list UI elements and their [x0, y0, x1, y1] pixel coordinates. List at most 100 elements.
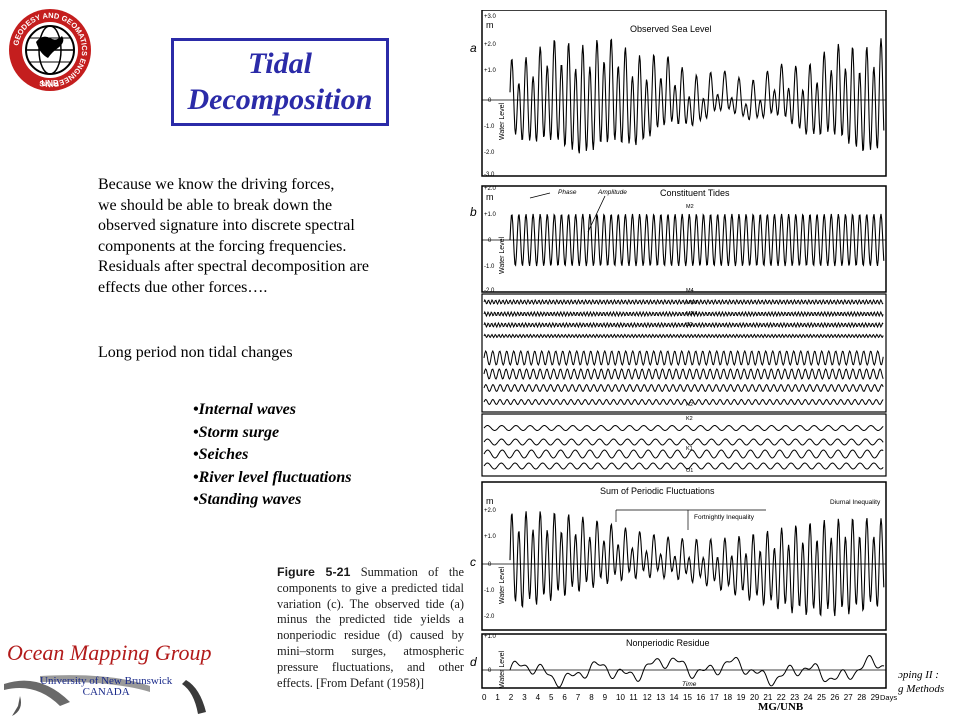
tick: +3.0 — [484, 14, 497, 20]
paragraph-line: observed signature into discrete spectra… — [98, 217, 355, 234]
panel-c: Sum of Periodic Fluctuations Fortnightly… — [470, 481, 887, 631]
tick: -3.0 — [484, 172, 495, 178]
day-tick-label: 6 — [562, 693, 567, 702]
constituent-label: MS4 — [686, 300, 697, 306]
constituent-wave — [483, 310, 884, 318]
constituent-label: O1 — [686, 468, 693, 474]
subheading: Long period non tidal changes — [98, 344, 293, 361]
day-tick-label: 29 — [871, 693, 880, 702]
constituent-wave — [483, 383, 884, 393]
day-tick-label: 17 — [710, 693, 719, 702]
caption-figure-label: Figure 5-21 — [277, 565, 351, 579]
constituent-wave — [483, 438, 884, 446]
observed-sea-level-line — [509, 38, 885, 154]
constituent-label: M2 — [686, 204, 694, 210]
tick: 0 — [488, 238, 492, 244]
bullet-item: •Seiches — [193, 446, 249, 463]
footer-line-1: ɔping II : — [898, 669, 939, 681]
constituent-wave — [483, 298, 884, 306]
panel-c-letter: c — [470, 555, 476, 569]
day-tick-label: 23 — [790, 693, 799, 702]
tick: +1.0 — [484, 534, 497, 540]
day-tick-label: 9 — [603, 693, 608, 702]
constituent-strips: M4 MS4 MN4 S2 N2 K2 K1 O1 M2 — [481, 204, 887, 477]
tick: +2.0 — [484, 42, 497, 48]
constituent-label: K1 — [686, 446, 693, 452]
day-tick-label: 1 — [495, 693, 500, 702]
panel-a-ylabel: Water Level — [499, 102, 506, 140]
constituent-label: M4 — [686, 288, 694, 294]
panel-b-letter: b — [470, 205, 477, 219]
amplitude-label: Amplitude — [597, 189, 627, 196]
tick: -2.0 — [484, 150, 495, 156]
bullet-item: •Standing waves — [193, 491, 302, 508]
day-tick-label: 7 — [576, 693, 581, 702]
day-tick-label: 0 — [482, 693, 487, 702]
explanation-paragraph: Because we know the driving forces, we s… — [98, 175, 438, 298]
panel-d: Nonperiodic Residue d +1.0 0 Time Water … — [470, 633, 897, 702]
day-tick-label: 25 — [817, 693, 826, 702]
panel-b-title: Constituent Tides — [660, 188, 730, 198]
diurnal-label: Diurnal Inequality — [830, 499, 881, 506]
bullet-item: •Internal waves — [193, 401, 296, 418]
tick: +2.0 — [484, 186, 497, 192]
omg-title: Ocean Mapping Group — [7, 640, 212, 665]
constituent-label: N2 — [686, 402, 693, 408]
day-tick-label: 11 — [629, 693, 638, 702]
day-tick-label: 2 — [509, 693, 514, 702]
tick: -1.0 — [484, 124, 495, 130]
tick: +1.0 — [484, 634, 497, 640]
panel-b-ylabel: Water Level — [499, 236, 506, 274]
day-tick-label: 24 — [804, 693, 813, 702]
omg-institution: University of New Brunswick CANADA — [40, 676, 172, 698]
logo-unb-text: UNB — [41, 79, 59, 88]
day-tick-label: 16 — [696, 693, 705, 702]
day-tick-label: 10 — [616, 693, 625, 702]
panel-a-unit: m — [486, 20, 494, 30]
panel-c-unit: m — [486, 496, 494, 506]
time-label: Time — [682, 681, 697, 688]
constituent-wave — [483, 424, 884, 432]
tide-figure: Observed Sea Level a m +3.0 +2.0 +1.0 0 … — [470, 10, 897, 702]
constituent-wave — [483, 462, 884, 470]
fortnightly-label: Fortnightly Inequality — [694, 514, 755, 521]
day-tick-label: 13 — [656, 693, 665, 702]
slide-title: Tidal Decomposition — [171, 38, 389, 126]
tick: -2.0 — [484, 614, 495, 620]
bullet-list: •Internal waves •Storm surge •Seiches •R… — [193, 399, 351, 512]
title-line-2: Decomposition — [187, 83, 373, 116]
tick: 0 — [488, 98, 492, 104]
day-tick-label: 5 — [549, 693, 554, 702]
omg-country: CANADA — [82, 686, 130, 698]
paragraph-line: Because we know the driving forces, — [98, 176, 335, 193]
panel-d-ylabel: Water Level — [499, 650, 506, 688]
tick: -1.0 — [484, 264, 495, 270]
tick: 0 — [488, 668, 492, 674]
panel-a: Observed Sea Level a m +3.0 +2.0 +1.0 0 … — [470, 10, 887, 178]
bullet-item: •River level fluctuations — [193, 468, 352, 486]
day-tick-label: 14 — [670, 693, 679, 702]
constituent-wave — [483, 398, 884, 406]
constituent-wave — [483, 321, 884, 329]
panel-d-title: Nonperiodic Residue — [626, 638, 710, 648]
panel-b: Constituent Tides Phase Amplitude b m +2… — [470, 185, 887, 294]
panel-a-title: Observed Sea Level — [630, 24, 712, 34]
footer-line-2: g Methods — [898, 683, 945, 695]
day-tick-label: 20 — [750, 693, 759, 702]
constituent-label: MN4 — [686, 311, 698, 317]
footer-course: ɔping II : g Methods — [898, 668, 944, 696]
panel-c-title: Sum of Periodic Fluctuations — [600, 486, 715, 496]
days-label: Days — [880, 693, 897, 702]
paragraph-line: components at the forcing frequencies. — [98, 237, 347, 255]
constituent-wave — [483, 333, 884, 339]
sum-periodic-line — [509, 511, 885, 617]
constituent-label: S2 — [686, 322, 693, 328]
tick: -1.0 — [484, 588, 495, 594]
constituent-wave — [483, 449, 884, 459]
day-tick-label: 3 — [522, 693, 527, 702]
day-tick-label: 28 — [857, 693, 866, 702]
title-line-1: Tidal — [248, 47, 312, 80]
tick: +2.0 — [484, 508, 497, 514]
tick: +1.0 — [484, 212, 497, 218]
caption-text: Summation of the components to give a pr… — [277, 565, 464, 690]
